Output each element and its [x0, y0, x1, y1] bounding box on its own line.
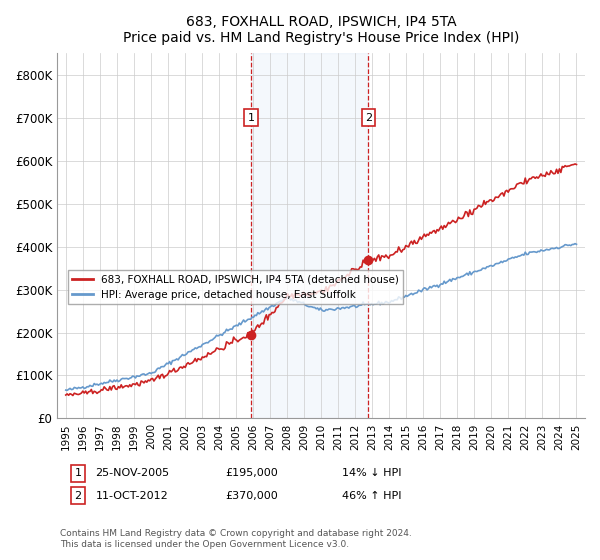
Legend: 683, FOXHALL ROAD, IPSWICH, IP4 5TA (detached house), HPI: Average price, detach: 683, FOXHALL ROAD, IPSWICH, IP4 5TA (det… — [68, 270, 403, 304]
Text: 14% ↓ HPI: 14% ↓ HPI — [342, 468, 402, 478]
Text: 2: 2 — [74, 491, 82, 501]
Text: £195,000: £195,000 — [226, 468, 278, 478]
Text: 25-NOV-2005: 25-NOV-2005 — [95, 468, 169, 478]
Title: 683, FOXHALL ROAD, IPSWICH, IP4 5TA
Price paid vs. HM Land Registry's House Pric: 683, FOXHALL ROAD, IPSWICH, IP4 5TA Pric… — [123, 15, 520, 45]
Text: £370,000: £370,000 — [226, 491, 278, 501]
Bar — [251, 53, 368, 418]
Text: 46% ↑ HPI: 46% ↑ HPI — [342, 491, 402, 501]
Text: 2: 2 — [365, 113, 372, 123]
Text: Contains HM Land Registry data © Crown copyright and database right 2024.
This d: Contains HM Land Registry data © Crown c… — [60, 529, 412, 549]
Text: 1: 1 — [248, 113, 255, 123]
Text: 1: 1 — [74, 468, 82, 478]
Text: 11-OCT-2012: 11-OCT-2012 — [95, 491, 169, 501]
